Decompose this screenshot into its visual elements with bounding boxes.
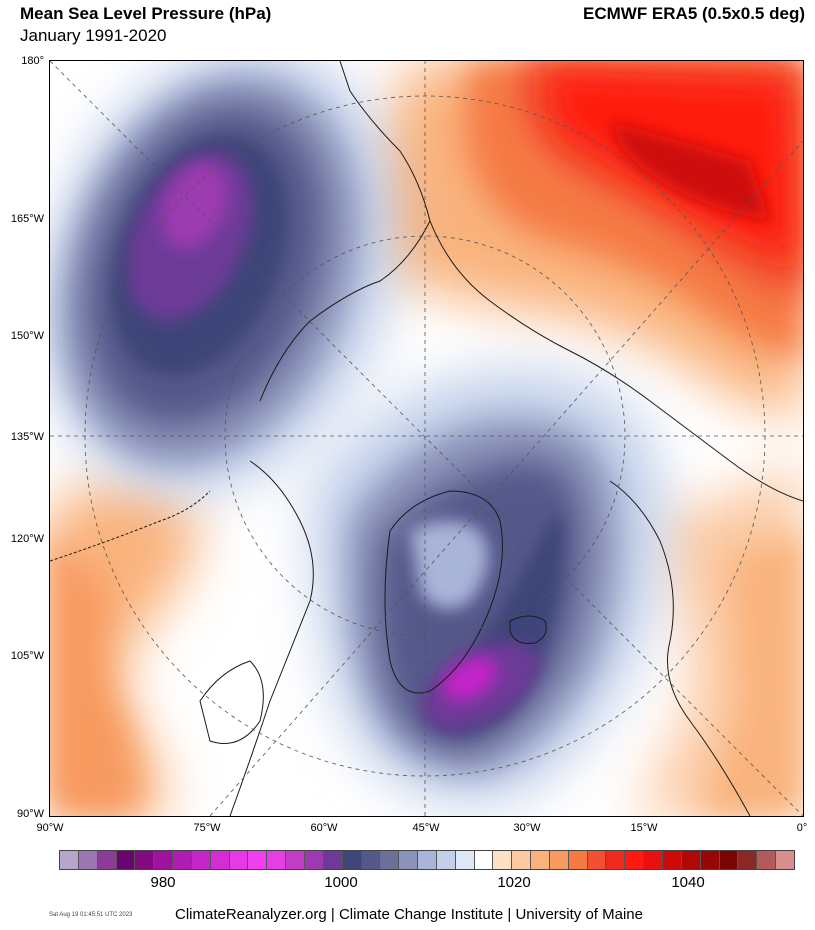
legend-swatch-32 <box>663 851 682 869</box>
legend-swatch-7 <box>191 851 211 869</box>
legend-swatch-29 <box>606 851 626 869</box>
legend-swatch-0 <box>60 851 79 869</box>
legend-swatch-27 <box>568 851 588 869</box>
europe-high-region <box>630 461 803 816</box>
lon-label-90w: 90°W <box>36 822 64 834</box>
legend-swatch-14 <box>323 851 343 869</box>
legend-swatch-11 <box>267 851 287 869</box>
lat-label-135w: 135°W <box>10 431 44 443</box>
legend-swatch-38 <box>776 851 794 869</box>
lon-label-60w: 60°W <box>310 822 338 834</box>
lat-label-105w: 105°W <box>10 650 44 662</box>
icelandic-low-region <box>310 369 665 804</box>
legend-swatch-37 <box>757 851 777 869</box>
legend-swatch-26 <box>549 851 569 869</box>
lat-label-165w: 165°W <box>10 213 44 225</box>
iceland-coast <box>509 615 547 644</box>
map-title: Mean Sea Level Pressure (hPa) <box>20 4 272 23</box>
legend-swatch-23 <box>493 851 513 869</box>
legend-tick-1000: 1000 <box>324 874 358 891</box>
lon-label-75w: 75°W <box>193 822 221 834</box>
legend-swatch-8 <box>210 851 230 869</box>
credit-line: ClimateReanalyzer.org | Climate Change I… <box>175 906 643 923</box>
legend-swatch-34 <box>700 851 720 869</box>
legend-swatch-33 <box>681 851 701 869</box>
legend-swatch-12 <box>286 851 305 869</box>
lon-label-15w: 15°W <box>630 822 658 834</box>
pressure-field <box>50 61 803 816</box>
canadian-high-region <box>50 481 200 816</box>
legend-swatch-2 <box>97 851 117 869</box>
alaska-coast <box>259 61 431 402</box>
legend-swatch-4 <box>135 851 155 869</box>
data-source-label: ECMWF ERA5 (0.5x0.5 deg) <box>583 4 805 23</box>
legend-tick-980: 980 <box>150 874 176 891</box>
lat-label-120w: 120°W <box>10 533 44 545</box>
canadian-arctic-coast <box>229 460 314 816</box>
greenland-trough <box>410 521 488 609</box>
coastlines <box>50 61 803 816</box>
legend-swatch-3 <box>116 851 136 869</box>
legend-swatch-31 <box>644 851 663 869</box>
pressure-map <box>49 60 804 817</box>
legend-swatch-6 <box>173 851 192 869</box>
legend-swatch-25 <box>531 851 550 869</box>
legend-tick-1020: 1020 <box>497 874 531 891</box>
siberian-high-region <box>365 61 803 421</box>
legend-swatch-1 <box>78 851 98 869</box>
graticule <box>50 61 803 816</box>
legend-swatch-17 <box>380 851 400 869</box>
colorbar-legend <box>59 850 795 870</box>
lon-label-45w: 45°W <box>412 822 440 834</box>
legend-swatch-13 <box>304 851 324 869</box>
canada-border <box>50 490 211 562</box>
lat-label-180: 180° <box>21 55 44 67</box>
legend-swatch-24 <box>512 851 532 869</box>
generated-timestamp: Sat Aug 19 01:45:51 UTC 2023 <box>49 912 133 918</box>
lon-label-30w: 30°W <box>513 822 541 834</box>
legend-swatch-18 <box>399 851 419 869</box>
map-subtitle: January 1991-2020 <box>20 26 167 45</box>
legend-swatch-22 <box>474 851 494 869</box>
legend-swatch-30 <box>625 851 645 869</box>
legend-swatch-36 <box>738 851 758 869</box>
siberia-coast <box>429 220 803 502</box>
legend-swatch-10 <box>248 851 268 869</box>
legend-swatch-9 <box>229 851 249 869</box>
aleutian-low-region <box>50 61 399 495</box>
legend-swatch-35 <box>719 851 739 869</box>
legend-swatch-28 <box>587 851 607 869</box>
legend-swatch-19 <box>418 851 437 869</box>
legend-swatch-15 <box>342 851 362 869</box>
legend-swatch-20 <box>436 851 456 869</box>
greenland-coast <box>384 490 503 694</box>
legend-swatch-21 <box>455 851 475 869</box>
scandinavia-coast <box>609 480 751 816</box>
legend-swatch-16 <box>361 851 381 869</box>
legend-swatch-5 <box>154 851 174 869</box>
legend-tick-1040: 1040 <box>671 874 705 891</box>
lat-label-90w: 90°W <box>16 808 44 820</box>
lat-label-150w: 150°W <box>10 330 44 342</box>
lon-label-0: 0° <box>796 822 808 834</box>
hudson-bay-coast <box>199 660 264 744</box>
